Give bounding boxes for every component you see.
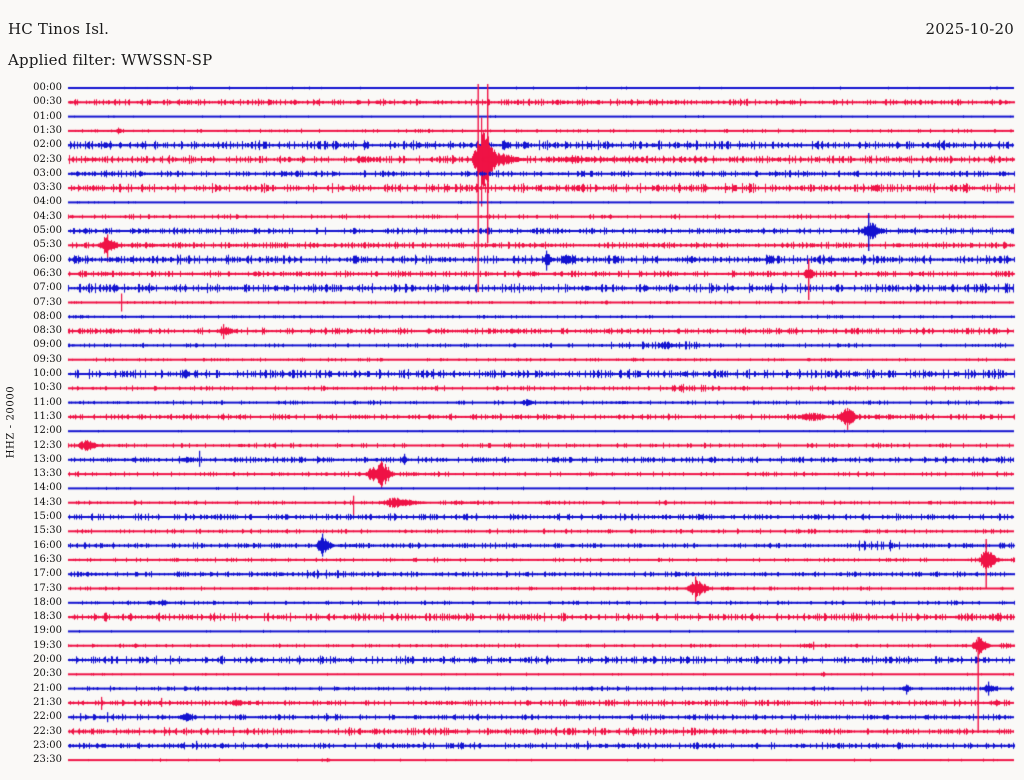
station-title: HC Tinos Isl. <box>8 20 110 38</box>
y-axis-label: HHZ - 20000 <box>5 385 17 459</box>
date-label: 2025-10-20 <box>925 20 1014 38</box>
filter-label: Applied filter: WWSSN-SP <box>8 51 213 69</box>
